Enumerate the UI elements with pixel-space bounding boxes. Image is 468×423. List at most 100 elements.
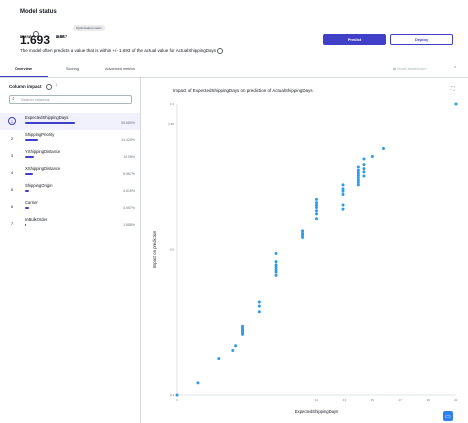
impact-bar-track xyxy=(25,122,100,124)
chat-icon[interactable]: ▭ xyxy=(443,411,453,421)
column-row[interactable]: 4 XShippingDistance 8.967% xyxy=(0,164,140,181)
expand-icon[interactable]: ⛶ xyxy=(451,86,455,92)
active-tab-indicator xyxy=(0,75,48,78)
data-point xyxy=(341,207,345,211)
column-name: ShippingPriority xyxy=(25,132,55,137)
data-point xyxy=(274,252,278,256)
data-point xyxy=(274,263,278,267)
column-rank: 6 xyxy=(10,203,14,209)
x-tick-label: 13 xyxy=(343,398,347,402)
info-icon[interactable] xyxy=(46,84,52,90)
data-point xyxy=(356,178,360,182)
column-name: Carrier xyxy=(25,200,38,205)
data-point xyxy=(274,270,278,274)
y-axis-label: Impact on prediction xyxy=(152,230,157,268)
leaderboard-icon: ▦ xyxy=(393,67,398,71)
impact-percent: 4.057% xyxy=(123,206,135,210)
data-point xyxy=(356,171,360,175)
impact-bar xyxy=(25,156,35,158)
column-rank: 5 xyxy=(10,186,14,192)
impact-bar xyxy=(25,224,27,226)
column-row[interactable]: 6 Carrier 4.057% xyxy=(0,198,140,215)
data-point xyxy=(257,310,261,314)
column-row[interactable]: 7 InBulkOrder 1.588% xyxy=(0,215,140,232)
collapse-chevrons-icon[interactable]: ⌃ xyxy=(453,66,458,72)
data-point xyxy=(315,203,318,207)
x-tick-label: 19 xyxy=(426,398,430,402)
impact-bar xyxy=(25,207,29,209)
column-name: ShippingOrigin xyxy=(25,183,53,188)
y-tick-label: 1.3 xyxy=(170,102,175,106)
search-box xyxy=(9,95,132,104)
data-point xyxy=(356,173,360,177)
data-point xyxy=(341,183,345,187)
tabs-divider xyxy=(0,77,468,78)
data-point xyxy=(315,209,318,213)
column-name: ExpectedShippingDays xyxy=(25,115,69,120)
mse-value: 2.867 xyxy=(56,34,68,39)
column-row[interactable]: 3 YShippingDistance 10.08% xyxy=(0,147,140,164)
column-impact-title: Column impact xyxy=(9,84,42,89)
column-rank: 4 xyxy=(10,169,14,175)
column-name: XShippingDistance xyxy=(25,166,61,171)
data-point xyxy=(274,265,278,269)
summary-text: The model often predicts a value that is… xyxy=(20,48,216,54)
data-point xyxy=(362,157,366,161)
impact-bar-track xyxy=(25,207,100,209)
sort-arrow-icon[interactable]: ↓ xyxy=(55,82,58,88)
impact-bar-track xyxy=(25,224,100,226)
data-point xyxy=(356,180,360,184)
impact-bar xyxy=(25,190,30,192)
rmse-value: 1.693 xyxy=(20,33,51,47)
data-point xyxy=(381,146,385,150)
search-icon: ⌕ xyxy=(12,95,15,102)
data-point xyxy=(315,201,318,205)
impact-bar-track xyxy=(25,156,100,158)
x-tick-label: 21 xyxy=(454,398,458,402)
model-leaderboard-link[interactable]: ▦ Model leaderboard xyxy=(393,67,426,71)
y-tick-label: -2.3 xyxy=(169,393,175,397)
tab-advanced-metrics[interactable]: Advanced metrics xyxy=(105,67,136,71)
tab-scoring[interactable]: Scoring xyxy=(66,67,79,71)
column-row[interactable]: 1 ExpectedShippingDays 55.680% xyxy=(0,113,140,130)
data-point xyxy=(257,300,261,304)
predict-button[interactable]: Predict xyxy=(323,34,386,45)
data-point xyxy=(274,273,278,277)
column-name: InBulkOrder xyxy=(25,217,48,222)
data-point xyxy=(362,170,366,174)
data-point xyxy=(356,176,360,180)
search-input[interactable] xyxy=(21,97,121,102)
data-point xyxy=(356,168,360,172)
column-impact-panel xyxy=(0,78,141,423)
data-point xyxy=(362,163,366,167)
column-row[interactable]: 5 ShippingOrigin 4.515% xyxy=(0,181,140,198)
impact-percent: 8.967% xyxy=(123,172,135,176)
data-point xyxy=(454,102,458,106)
impact-bar xyxy=(25,173,34,175)
data-point xyxy=(362,174,366,178)
impact-percent: 4.515% xyxy=(123,189,135,193)
leaderboard-label: Model leaderboard xyxy=(397,67,427,71)
impact-bar xyxy=(25,139,38,141)
impact-percent: 1.588% xyxy=(123,223,135,227)
data-point xyxy=(257,304,261,308)
data-point xyxy=(231,349,235,353)
data-point xyxy=(370,155,374,159)
data-point xyxy=(274,268,278,272)
column-row[interactable]: 2 ShippingPriority 14.429% xyxy=(0,130,140,147)
info-icon[interactable] xyxy=(32,30,39,37)
deploy-button[interactable]: Deploy xyxy=(390,34,453,45)
tab-overview[interactable]: Overview xyxy=(15,67,32,71)
impact-percent: 14.429% xyxy=(121,138,135,142)
rmse-label-group: RMSE xyxy=(20,25,39,43)
x-tick-label: 11 xyxy=(315,398,318,402)
y-tick-label: 1.05 xyxy=(168,122,174,126)
info-icon[interactable] xyxy=(217,48,223,54)
data-point xyxy=(362,167,366,171)
chart-title: Impact of ExpectedShippingDays on predic… xyxy=(173,88,313,93)
column-rank: 2 xyxy=(10,135,14,141)
data-point xyxy=(301,235,305,239)
data-point xyxy=(301,231,305,235)
model-status-title: Model status xyxy=(20,9,57,15)
scatter-chart: -2.3-0.51.051.31 11 13 15 17 19 21ExpectedShip… xyxy=(152,102,458,414)
